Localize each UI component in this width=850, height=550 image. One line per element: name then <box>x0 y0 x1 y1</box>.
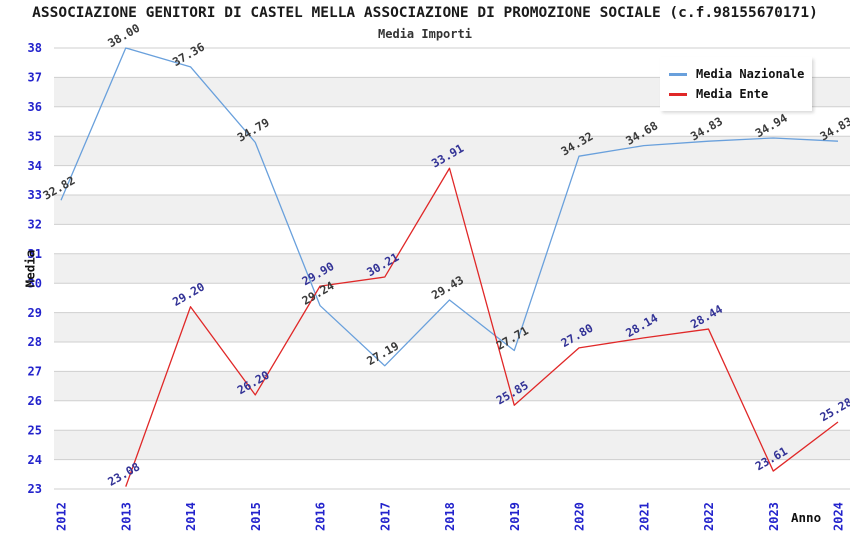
legend-item-media-nazionale: Media Nazionale <box>669 64 805 84</box>
y-tick-label: 34 <box>28 159 42 173</box>
legend-label: Media Nazionale <box>696 67 805 81</box>
data-label: 29.20 <box>170 280 207 309</box>
y-tick-label: 31 <box>28 247 42 261</box>
x-tick-label: 2023 <box>767 502 781 531</box>
x-tick-label: 2012 <box>55 502 69 531</box>
y-tick-label: 32 <box>28 218 42 232</box>
y-tick-label: 26 <box>28 394 42 408</box>
chart-subtitle: Media Importi <box>378 27 472 41</box>
x-tick-label: 2017 <box>378 502 392 531</box>
y-tick-label: 35 <box>28 129 42 143</box>
legend-item-media-ente: Media Ente <box>669 84 803 104</box>
y-tick-label: 23 <box>28 482 42 496</box>
media-ente-swatch-icon <box>669 92 687 96</box>
plot-band <box>54 371 850 401</box>
x-tick-label: 2021 <box>637 502 651 531</box>
y-axis-title: Media <box>22 249 38 288</box>
x-tick-label: 2013 <box>119 502 133 531</box>
y-tick-label: 37 <box>28 71 42 85</box>
x-axis-title: Anno <box>791 510 822 525</box>
y-tick-label: 27 <box>28 365 42 379</box>
plot-band <box>54 253 850 284</box>
legend-label: Media Ente <box>696 87 769 101</box>
legend: Media Nazionale Media Ente <box>660 57 812 111</box>
y-tick-label: 36 <box>28 100 42 114</box>
data-label: 37.36 <box>170 40 207 69</box>
chart-title: ASSOCIAZIONE GENITORI DI CASTEL MELLA AS… <box>32 5 818 21</box>
x-tick-label: 2019 <box>508 502 522 531</box>
x-tick-label: 2015 <box>249 502 263 531</box>
x-tick-label: 2024 <box>832 502 846 531</box>
plot-band <box>54 195 850 225</box>
y-tick-label: 29 <box>28 306 42 320</box>
plot-band <box>54 312 850 342</box>
x-tick-label: 2020 <box>573 502 587 531</box>
y-tick-label: 28 <box>28 335 42 349</box>
y-tick-label: 30 <box>28 276 42 290</box>
x-tick-label: 2014 <box>184 502 198 531</box>
data-label: 23.08 <box>105 459 142 488</box>
y-tick-label: 38 <box>28 41 42 55</box>
y-tick-label: 24 <box>28 453 42 467</box>
plot-band <box>54 430 850 460</box>
x-tick-label: 2022 <box>702 502 716 531</box>
y-tick-label: 25 <box>28 423 42 437</box>
x-tick-label: 2016 <box>314 502 328 531</box>
media-nazionale-swatch-icon <box>669 72 687 76</box>
x-tick-label: 2018 <box>443 502 457 531</box>
y-tick-label: 33 <box>28 188 42 202</box>
media-nazionale-line <box>60 47 839 367</box>
media-ente-line <box>125 167 839 487</box>
